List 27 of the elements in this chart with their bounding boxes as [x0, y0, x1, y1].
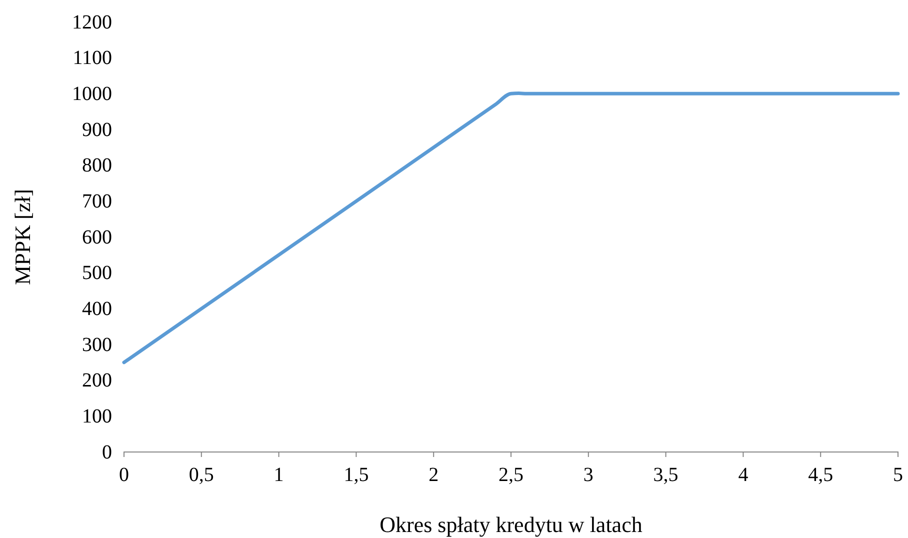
x-tick-label: 3	[583, 464, 594, 486]
y-tick-label: 0	[102, 441, 112, 464]
x-tick-label: 1,5	[344, 464, 369, 486]
x-tick-label: 0	[119, 464, 129, 486]
x-tick-label: 4,5	[808, 464, 834, 486]
x-tick-label: 0,5	[188, 464, 214, 486]
y-tick-label: 1100	[72, 47, 112, 70]
y-tick-label: 300	[82, 334, 112, 356]
y-tick-label: 1200	[72, 11, 112, 34]
x-axis-title: Okres spłaty kredytu w latach	[380, 512, 642, 537]
y-tick-label: 700	[82, 190, 112, 213]
x-tick-label: 2,5	[498, 464, 524, 486]
y-tick-label: 600	[82, 226, 112, 248]
y-tick-label: 900	[82, 118, 112, 141]
x-tick-label: 1	[274, 464, 284, 486]
y-tick-label: 100	[82, 406, 112, 428]
x-tick-label: 2	[428, 464, 439, 486]
y-tick-label: 400	[82, 298, 112, 320]
x-tick-label: 3,5	[653, 464, 678, 486]
y-tick-label: 500	[82, 262, 112, 284]
y-tick-label: 200	[82, 370, 112, 392]
y-axis-title: MPPK [zł]	[10, 189, 35, 285]
y-tick-label: 800	[82, 154, 112, 177]
x-tick-label: 5	[893, 464, 903, 486]
y-tick-label: 1000	[72, 83, 112, 106]
line-series	[122, 92, 900, 364]
x-tick-label: 4	[738, 464, 748, 486]
